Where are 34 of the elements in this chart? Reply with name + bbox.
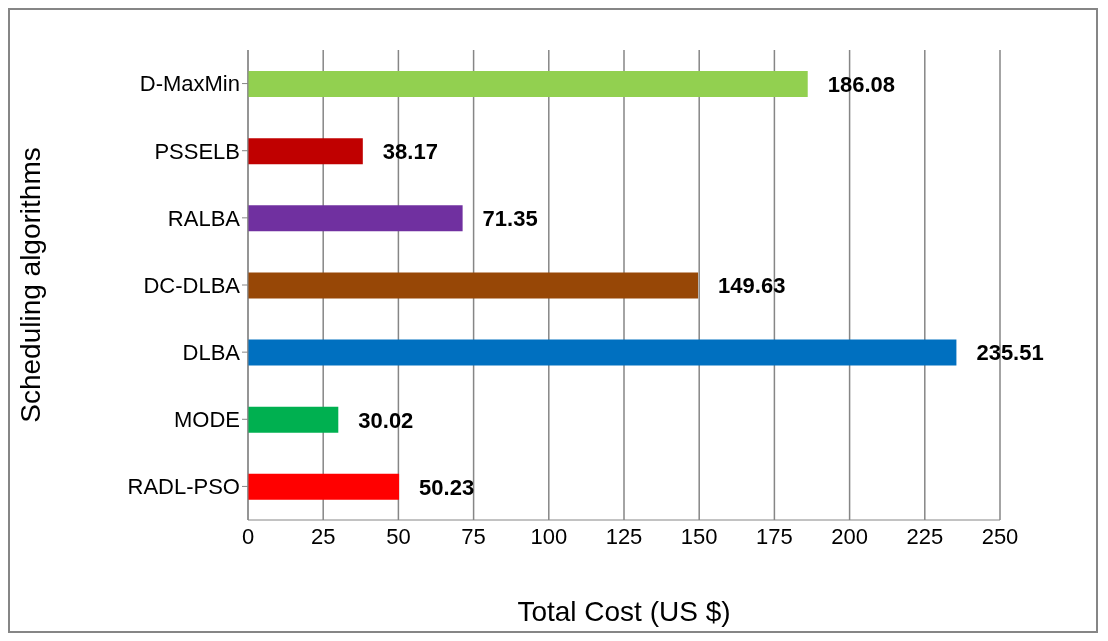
x-tick-label: 100 xyxy=(530,523,568,549)
y-tick-label: MODE xyxy=(174,407,240,433)
y-tick-label: RALBA xyxy=(167,205,241,231)
bar xyxy=(248,205,463,232)
x-tick-label: 200 xyxy=(831,523,868,549)
data-label: 71.35 xyxy=(482,206,538,232)
x-tick-label: 25 xyxy=(310,523,336,549)
bar xyxy=(248,272,699,299)
x-tick-label: 125 xyxy=(605,523,643,549)
x-tick-label: 225 xyxy=(906,523,944,549)
bar xyxy=(248,339,957,366)
data-label: 235.51 xyxy=(976,340,1044,366)
y-tick-label: DLBA xyxy=(182,339,241,365)
bar xyxy=(248,473,400,500)
bar xyxy=(248,406,339,433)
x-tick-label: 175 xyxy=(756,523,793,549)
y-axis-title: Scheduling algorithms xyxy=(14,147,46,423)
x-tick-label: 150 xyxy=(680,523,718,549)
x-tick-label: 250 xyxy=(981,523,1019,549)
bar xyxy=(248,138,363,165)
y-tick-label: RADL-PSO xyxy=(127,474,240,500)
data-label: 50.23 xyxy=(419,474,475,500)
data-label: 186.08 xyxy=(827,71,896,97)
data-label: 30.02 xyxy=(358,407,414,433)
x-axis-title: Total Cost (US $) xyxy=(517,596,731,627)
x-tick-label: 0 xyxy=(241,523,255,549)
x-tick-label: 75 xyxy=(461,523,486,549)
y-tick-label: PSSELB xyxy=(154,138,240,164)
y-tick-label: DC-DLBA xyxy=(143,272,241,298)
data-label: 149.63 xyxy=(718,273,786,299)
x-tick-label: 50 xyxy=(386,523,411,549)
y-tick-label: D-MaxMin xyxy=(139,71,240,97)
data-label: 38.17 xyxy=(382,138,438,164)
bar xyxy=(248,71,808,97)
